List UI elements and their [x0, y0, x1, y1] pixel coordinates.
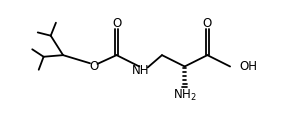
- Text: NH$_2$: NH$_2$: [173, 88, 197, 103]
- Text: O: O: [112, 17, 121, 30]
- Text: NH: NH: [132, 64, 150, 77]
- Text: O: O: [203, 17, 212, 30]
- Text: OH: OH: [239, 60, 257, 73]
- Text: O: O: [89, 60, 99, 73]
